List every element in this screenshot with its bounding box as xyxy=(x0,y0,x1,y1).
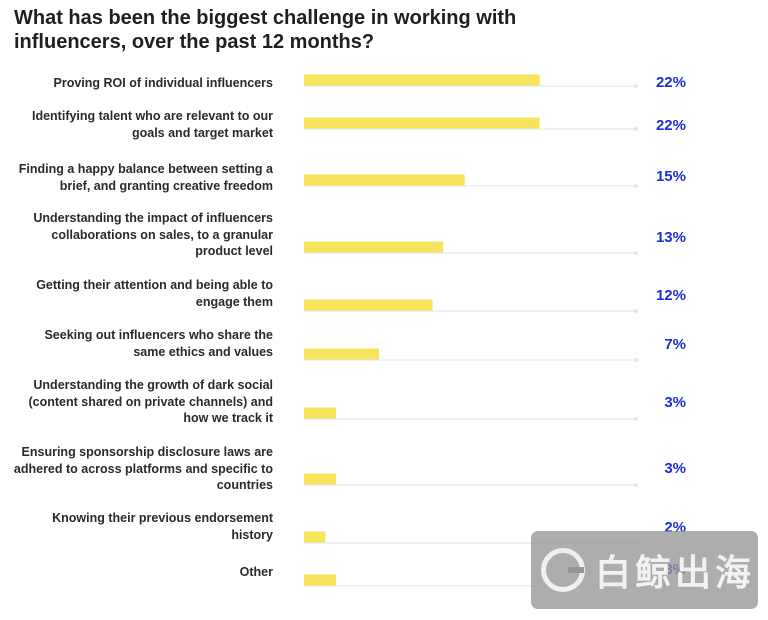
value-label: 22% xyxy=(655,74,686,91)
category-label: Proving ROI of individual influencers xyxy=(53,76,273,90)
bar xyxy=(304,117,540,129)
category-label: Other xyxy=(239,565,273,579)
value-label: 7% xyxy=(664,336,686,353)
category-label: Understanding the growth of dark social … xyxy=(28,378,274,425)
category-label: Finding a happy balance between setting … xyxy=(18,162,273,193)
bar-track-end xyxy=(634,358,638,362)
bar xyxy=(304,74,540,86)
category-label: Getting their attention and being able t… xyxy=(36,278,273,309)
bar-track-end xyxy=(634,417,638,421)
watermark-text: 白鲸出海 xyxy=(595,553,756,594)
watermark: 白鲸出海 xyxy=(531,531,758,609)
bar-track-end xyxy=(634,84,638,88)
bar-track-end xyxy=(634,309,638,313)
bar-track-end xyxy=(634,483,638,487)
category-label: Understanding the impact of influencers … xyxy=(33,211,273,258)
bar xyxy=(304,299,433,311)
bar xyxy=(304,174,465,186)
bar-track-end xyxy=(634,184,638,188)
value-label: 3% xyxy=(664,394,686,411)
category-label: Identifying talent who are relevant to o… xyxy=(31,109,273,140)
category-label: Ensuring sponsorship disclosure laws are… xyxy=(13,445,273,492)
bar-track-end xyxy=(634,251,638,255)
bar xyxy=(304,407,337,419)
chart-title: What has been the biggest challenge in w… xyxy=(14,7,517,53)
category-label: Seeking out influencers who share the sa… xyxy=(44,328,273,359)
watermark-logo-icon xyxy=(541,548,585,592)
value-label: 13% xyxy=(655,229,686,246)
bar xyxy=(304,241,444,253)
bar xyxy=(304,531,326,543)
value-label: 12% xyxy=(655,287,686,304)
bar-track-end xyxy=(634,127,638,131)
value-label: 22% xyxy=(655,117,686,134)
value-label: 3% xyxy=(664,460,686,477)
category-label: Knowing their previous endorsement histo… xyxy=(52,511,273,542)
value-label: 15% xyxy=(655,168,686,185)
bar xyxy=(304,574,337,586)
bar xyxy=(304,348,379,360)
bar xyxy=(304,473,337,485)
